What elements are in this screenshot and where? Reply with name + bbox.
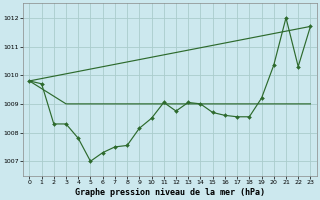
X-axis label: Graphe pression niveau de la mer (hPa): Graphe pression niveau de la mer (hPa) xyxy=(75,188,265,197)
